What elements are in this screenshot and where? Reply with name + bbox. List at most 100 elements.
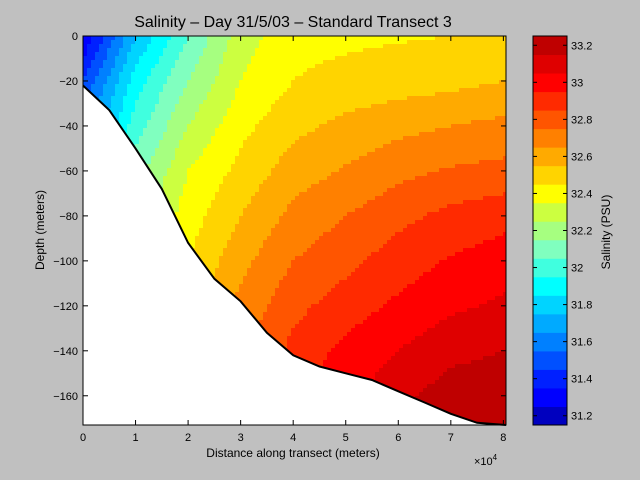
contour-cell <box>375 160 380 165</box>
contour-cell <box>431 208 436 213</box>
contour-cell <box>311 88 316 93</box>
contour-cell <box>327 168 332 173</box>
contour-cell <box>323 56 328 61</box>
contour-cell <box>323 160 328 165</box>
contour-cell <box>147 156 152 161</box>
contour-cell <box>219 48 224 53</box>
contour-cell <box>147 72 152 77</box>
contour-cell <box>471 168 476 173</box>
contour-cell <box>455 72 460 77</box>
contour-cell <box>239 156 244 161</box>
contour-cell <box>171 56 176 61</box>
contour-cell <box>335 72 340 77</box>
contour-cell <box>95 60 100 65</box>
contour-cell <box>243 200 248 205</box>
contour-cell <box>83 36 88 41</box>
contour-cell <box>371 192 376 197</box>
contour-cell <box>383 92 388 97</box>
contour-cell <box>179 76 184 81</box>
contour-cell <box>255 64 260 69</box>
contour-cell <box>291 168 296 173</box>
contour-cell <box>323 148 328 153</box>
contour-cell <box>195 80 200 85</box>
contour-cell <box>499 76 504 81</box>
contour-cell <box>255 80 260 85</box>
contour-cell <box>411 220 416 225</box>
contour-cell <box>467 208 472 213</box>
contour-cell <box>251 156 256 161</box>
contour-cell <box>167 64 172 69</box>
contour-cell <box>295 76 300 81</box>
contour-cell <box>211 64 216 69</box>
contour-cell <box>263 76 268 81</box>
contour-cell <box>163 176 168 181</box>
contour-cell <box>163 140 168 145</box>
contour-cell <box>367 208 372 213</box>
contour-cell <box>459 204 464 209</box>
contour-cell <box>163 108 168 113</box>
contour-cell <box>343 204 348 209</box>
contour-cell <box>167 44 172 49</box>
contour-cell <box>267 168 272 173</box>
contour-cell <box>323 116 328 121</box>
contour-cell <box>175 36 180 41</box>
contour-cell <box>403 172 408 177</box>
contour-cell <box>179 164 184 169</box>
contour-cell <box>199 212 204 217</box>
contour-cell <box>487 108 492 113</box>
contour-cell <box>95 72 100 77</box>
contour-cell <box>343 196 348 201</box>
contour-cell <box>179 144 184 149</box>
contour-cell <box>147 40 152 45</box>
contour-cell <box>387 216 392 221</box>
contour-cell <box>227 108 232 113</box>
contour-cell <box>315 176 320 181</box>
contour-cell <box>195 120 200 125</box>
contour-cell <box>207 64 212 69</box>
contour-cell <box>295 36 300 41</box>
contour-cell <box>287 52 292 57</box>
contour-cell <box>447 140 452 145</box>
contour-cell <box>171 172 176 177</box>
contour-cell <box>475 164 480 169</box>
contour-cell <box>375 144 380 149</box>
contour-cell <box>495 136 500 141</box>
contour-cell <box>371 148 376 153</box>
contour-cell <box>127 92 132 97</box>
contour-cell <box>211 208 216 213</box>
contour-cell <box>315 112 320 117</box>
contour-cell <box>491 220 496 225</box>
contour-cell <box>467 184 472 189</box>
contour-cell <box>143 88 148 93</box>
contour-cell <box>423 100 428 105</box>
contour-cell <box>375 132 380 137</box>
contour-cell <box>463 88 468 93</box>
contour-cell <box>379 76 384 81</box>
contour-cell <box>171 108 176 113</box>
contour-cell <box>203 204 208 209</box>
contour-cell <box>219 88 224 93</box>
contour-cell <box>367 108 372 113</box>
contour-cell <box>383 212 388 217</box>
contour-cell <box>103 60 108 65</box>
contour-cell <box>467 100 472 105</box>
contour-cell <box>187 64 192 69</box>
contour-cell <box>403 88 408 93</box>
contour-cell <box>175 160 180 165</box>
contour-cell <box>479 204 484 209</box>
contour-cell <box>235 148 240 153</box>
contour-cell <box>135 128 140 133</box>
contour-cell <box>343 96 348 101</box>
contour-cell <box>431 72 436 77</box>
contour-cell <box>503 72 507 77</box>
contour-cell <box>419 108 424 113</box>
contour-cell <box>419 120 424 125</box>
contour-cell <box>203 96 208 101</box>
contour-cell <box>443 72 448 77</box>
contour-cell <box>195 76 200 81</box>
contour-cell <box>383 144 388 149</box>
contour-cell <box>307 172 312 177</box>
contour-cell <box>179 156 184 161</box>
contour-cell <box>403 112 408 117</box>
contour-cell <box>171 96 176 101</box>
